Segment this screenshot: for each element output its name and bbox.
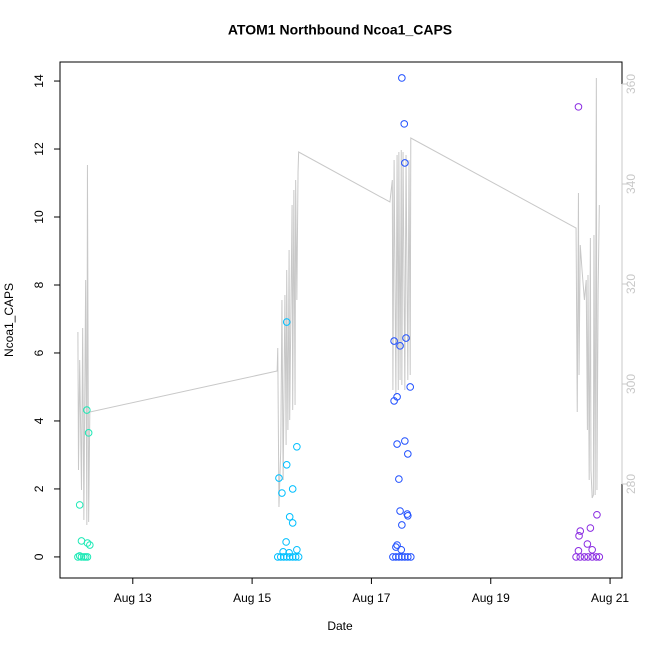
point [390,337,398,345]
x-tick-label: Aug 17 [352,591,390,605]
point [407,553,415,561]
y-tick-label: 4 [32,417,46,424]
y-tick-label: 2 [32,485,46,492]
point [404,450,412,458]
x-tick-label: Aug 19 [472,591,510,605]
point [395,475,403,483]
point [282,318,291,326]
y-tick-label: 0 [32,553,46,560]
point [575,532,583,540]
point [401,553,409,561]
y2-tick-label: 340 [624,174,638,194]
point [580,553,589,561]
y-tick-label: 6 [32,349,46,356]
point [83,406,91,414]
y-tick-label: 12 [32,142,46,156]
point [576,553,585,561]
point [75,501,84,509]
line [77,77,600,526]
y2-tick-label: 320 [624,274,638,294]
point [588,553,596,561]
point [404,511,412,520]
point [393,440,401,448]
point [401,159,409,167]
point [74,553,82,561]
point [293,442,301,451]
point [86,541,94,549]
point [584,553,592,561]
y-tick-label: 10 [32,210,46,224]
point [275,474,283,482]
point [279,548,287,556]
point [595,553,604,561]
point [84,429,93,437]
point [398,521,406,529]
point [593,510,601,519]
point [279,553,288,561]
point [588,545,596,554]
point [282,538,290,546]
point [294,553,303,561]
x-tick-label: Aug 13 [114,591,152,605]
y2-tick-label: 360 [624,74,638,94]
point [404,553,412,561]
point [83,539,92,547]
y2-tick-label: 280 [624,474,638,494]
point [77,553,86,561]
point [393,541,401,549]
point [282,461,291,469]
point [572,553,580,561]
point [291,553,300,561]
point [278,489,286,497]
point [273,553,282,561]
point [288,485,297,493]
chart-title: ATOM1 Northbound Ncoa1_CAPS [228,22,452,38]
y-tick-label: 14 [32,74,46,88]
point [285,513,294,521]
point [389,553,397,561]
point [285,549,293,557]
point [293,545,301,554]
point [574,103,583,111]
plot-frame [59,61,623,579]
point [396,507,404,515]
point [402,334,410,342]
x-tick-label: Aug 21 [591,591,629,605]
point [83,553,92,561]
point [392,553,400,561]
point [401,437,409,445]
point [406,383,415,391]
point [586,524,595,532]
point [592,553,601,561]
point [282,553,291,561]
point [583,540,592,548]
point [75,552,84,560]
point [396,342,404,350]
point [576,527,585,535]
point [288,519,297,527]
y2-tick-label: 300 [624,374,638,394]
x-axis-label: Date [327,619,353,633]
y-axis-label: Ncoa1_CAPS [2,283,16,357]
point [397,545,406,554]
point [395,553,403,561]
point [393,393,401,401]
point [398,74,406,82]
point [285,553,294,561]
point [398,553,406,561]
x-tick-label: Aug 15 [233,591,271,605]
y-tick-label: 8 [32,281,46,288]
point [400,120,409,128]
point [574,547,583,555]
